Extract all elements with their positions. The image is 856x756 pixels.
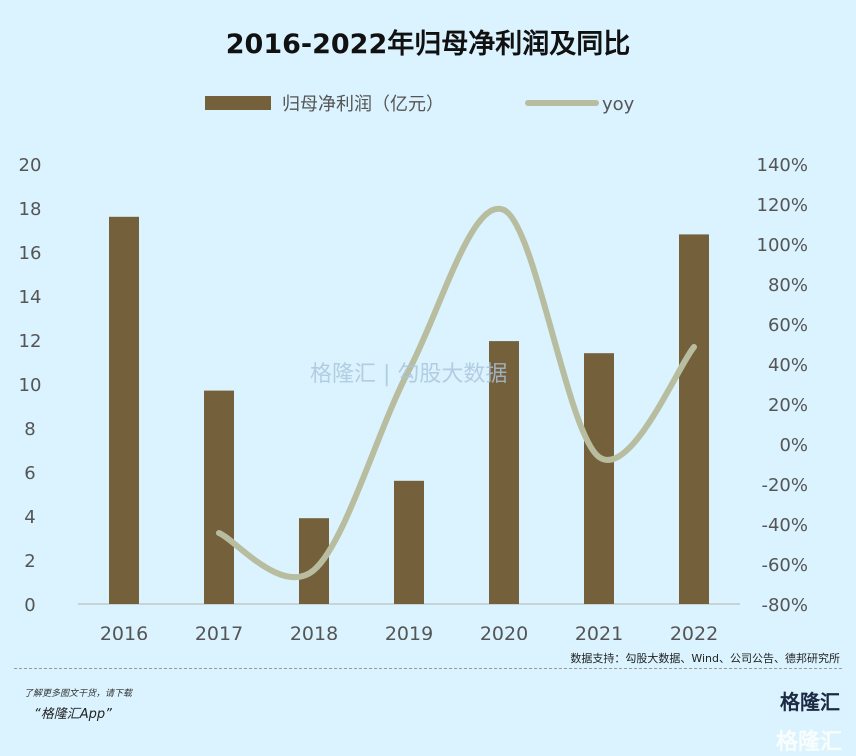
brand-logo: 格隆汇 [780, 690, 840, 714]
right-tick-label: -20% [761, 475, 808, 496]
bar [109, 216, 139, 605]
right-tick-label: -60% [761, 555, 808, 576]
right-tick-label: 20% [768, 395, 808, 416]
left-tick-label: 0 [24, 595, 35, 616]
left-tick-label: 14 [19, 287, 42, 308]
left-tick-label: 12 [19, 331, 42, 352]
chart-title: 2016-2022年归母净利润及同比 [225, 29, 631, 60]
x-tick-label: 2022 [670, 623, 718, 640]
legend-line-label: yoy [602, 94, 635, 115]
x-tick-label: 2019 [385, 623, 433, 640]
x-tick-label: 2018 [290, 623, 338, 640]
right-tick-label: -40% [761, 515, 808, 536]
right-tick-label: -80% [761, 595, 808, 616]
left-tick-label: 16 [19, 243, 42, 264]
left-tick-label: 2 [24, 551, 35, 572]
legend-bar-label: 归母净利润（亿元） [282, 94, 444, 115]
bar [489, 341, 519, 604]
x-tick-label: 2021 [575, 623, 623, 640]
bar [584, 353, 614, 604]
x-tick-label: 2020 [480, 623, 528, 640]
x-tick-label: 2017 [195, 623, 243, 640]
left-tick-label: 8 [24, 419, 35, 440]
right-tick-label: 0% [779, 435, 808, 456]
right-tick-label: 80% [768, 275, 808, 296]
x-tick-label: 2016 [100, 623, 148, 640]
legend-bar-swatch [205, 96, 271, 110]
brand-logo-watermark: 格隆汇 [775, 730, 842, 755]
watermark: 格隆汇 | 勾股大数据 [310, 362, 508, 387]
bar [394, 480, 424, 604]
left-tick-label: 4 [24, 507, 35, 528]
left-tick-label: 10 [19, 375, 42, 396]
right-tick-label: 140% [757, 155, 808, 176]
right-tick-label: 60% [768, 315, 808, 336]
left-tick-label: 6 [24, 463, 35, 484]
bar [204, 390, 234, 604]
yoy-line [216, 205, 697, 581]
chart: 0 2 4 6 8 10 12 14 16 18 20 -80% -60% -40% -20% 0% 20% 40… [19, 94, 808, 640]
left-tick-label: 18 [19, 199, 42, 220]
right-tick-label: 100% [757, 235, 808, 256]
right-tick-label: 40% [768, 355, 808, 376]
promo-text: 了解更多图文干货，请下载 [24, 689, 133, 699]
divider [14, 668, 842, 669]
right-tick-label: 120% [757, 195, 808, 216]
promo-app: “格隆汇App” [34, 707, 112, 722]
source-note: 数据支持：勾股大数据、Wind、公司公告、德邦研究所 [570, 652, 840, 665]
left-tick-label: 20 [19, 155, 42, 176]
bar [679, 234, 709, 604]
